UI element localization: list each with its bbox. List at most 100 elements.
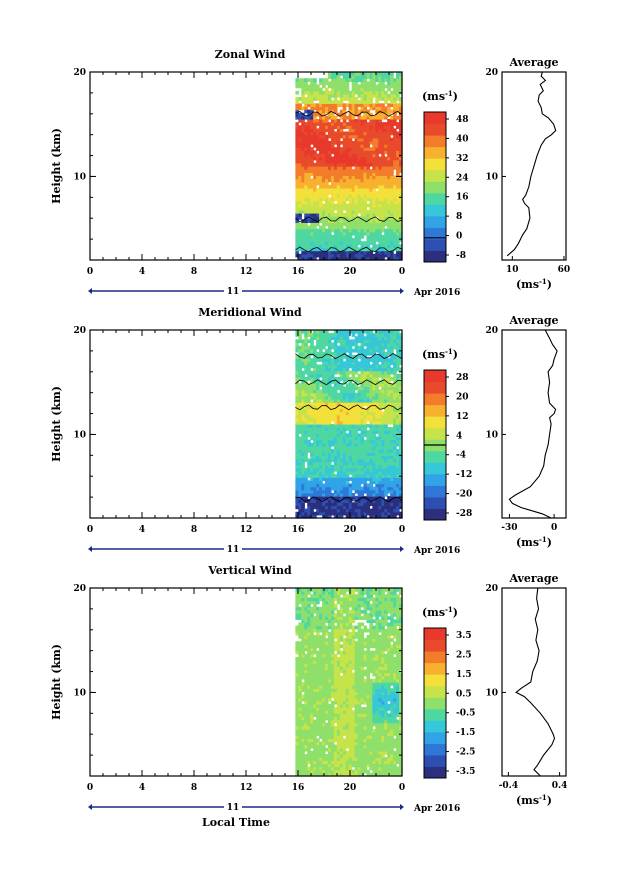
- heatmap-cell: [316, 616, 320, 620]
- heatmap-cell: [336, 358, 341, 362]
- heatmap-cell: [378, 213, 382, 217]
- heatmap-cell: [327, 754, 332, 758]
- heatmap-cell: [372, 241, 376, 245]
- heatmap-cell: [339, 93, 344, 98]
- heatmap-cell: [316, 336, 320, 340]
- heatmap-cell: [366, 345, 371, 350]
- heatmap-cell: [378, 222, 382, 227]
- heatmap-cell: [327, 140, 332, 145]
- heatmap-cell: [360, 386, 365, 391]
- heatmap-cell: [369, 115, 373, 120]
- heatmap-cell: [327, 228, 332, 233]
- heatmap-cell: [399, 458, 403, 463]
- heatmap-cell: [372, 194, 376, 198]
- heatmap-cell: [301, 253, 305, 258]
- heatmap-cell: [330, 87, 335, 92]
- heatmap-cell: [322, 203, 326, 208]
- heatmap-cell: [304, 222, 308, 227]
- heatmap-cell: [342, 458, 347, 463]
- heatmap-cell: [319, 247, 323, 252]
- heatmap-cell: [375, 380, 379, 384]
- heatmap-cell: [301, 225, 305, 230]
- heatmap-cell: [345, 93, 350, 98]
- heatmap-cell: [322, 140, 326, 145]
- heatmap-cell: [366, 405, 371, 409]
- heatmap-cell: [396, 81, 400, 86]
- heatmap-cell: [396, 244, 400, 249]
- heatmap-cell: [301, 355, 305, 359]
- heatmap-cell: [354, 355, 359, 359]
- heatmap-cell: [366, 178, 371, 183]
- heatmap-cell: [313, 635, 317, 639]
- heatmap-cell: [342, 203, 347, 208]
- heatmap-cell: [384, 216, 388, 220]
- heatmap-cell: [360, 119, 365, 123]
- heatmap-cell: [366, 112, 371, 117]
- average-unit: (ms-1): [516, 277, 552, 291]
- colorbar-unit-exp: -1: [445, 89, 453, 98]
- heatmap-cell: [363, 373, 368, 378]
- heatmap-cell: [325, 358, 329, 362]
- heatmap-cell: [304, 625, 308, 630]
- heatmap-cell: [348, 483, 353, 488]
- heatmap-cell: [298, 405, 302, 409]
- heatmap-cell: [357, 398, 362, 403]
- heatmap-cell: [295, 197, 299, 202]
- heatmap-cell: [301, 147, 305, 151]
- heatmap-cell: [307, 653, 311, 658]
- heatmap-cell: [399, 244, 403, 249]
- heatmap-cell: [304, 159, 308, 164]
- heatmap-cell: [381, 90, 385, 95]
- heatmap-cell: [304, 330, 308, 334]
- heatmap-cell: [348, 383, 353, 387]
- heatmap-cell: [342, 370, 347, 375]
- heatmap-cell: [384, 128, 388, 133]
- heatmap-cell: [327, 442, 332, 447]
- heatmap-cell: [363, 72, 368, 76]
- heatmap-cell: [351, 72, 356, 76]
- heatmap-cell: [357, 222, 362, 227]
- heatmap-cell: [366, 342, 371, 347]
- heatmap-cell: [333, 191, 338, 195]
- heatmap-cell: [319, 619, 323, 624]
- heatmap-cell: [307, 402, 311, 406]
- heatmap-cell: [310, 106, 314, 111]
- heatmap-cell: [333, 140, 338, 145]
- average-unit-close: ): [547, 536, 552, 549]
- heatmap-cell: [327, 710, 332, 714]
- heatmap-cell: [301, 772, 305, 777]
- heatmap-cell: [313, 757, 317, 761]
- heatmap-cell: [369, 234, 373, 239]
- heatmap-cell: [310, 225, 314, 230]
- heatmap-cell: [369, 75, 373, 79]
- heatmap-cell: [304, 703, 308, 708]
- heatmap-cell: [354, 408, 359, 413]
- heatmap-cell: [316, 492, 320, 497]
- heatmap-cell: [381, 93, 385, 98]
- heatmap-cell: [360, 474, 365, 478]
- heatmap-cell: [381, 134, 385, 139]
- heatmap-cell: [304, 228, 308, 233]
- heatmap-cell: [304, 594, 308, 598]
- heatmap-cell: [366, 216, 371, 220]
- heatmap-cell: [399, 373, 403, 378]
- heatmap-cell: [339, 200, 344, 205]
- heatmap-cell: [345, 187, 350, 192]
- heatmap-cell: [295, 355, 299, 359]
- heatmap-cell: [327, 370, 332, 375]
- heatmap-cell: [396, 72, 400, 76]
- heatmap-cell: [313, 140, 317, 145]
- heatmap-cell: [304, 427, 308, 431]
- heatmap-cell: [333, 464, 338, 469]
- heatmap-cell: [396, 216, 400, 220]
- heatmap-cell: [322, 725, 326, 730]
- heatmap-cell: [378, 250, 382, 255]
- heatmap-cell: [357, 336, 362, 340]
- heatmap-cell: [375, 200, 379, 205]
- heatmap-cell: [399, 147, 403, 151]
- heatmap-cell: [345, 467, 350, 472]
- heatmap-cell: [339, 241, 344, 245]
- heatmap-cell: [390, 486, 394, 491]
- heatmap-cell: [384, 178, 388, 183]
- heatmap-cell: [363, 216, 368, 220]
